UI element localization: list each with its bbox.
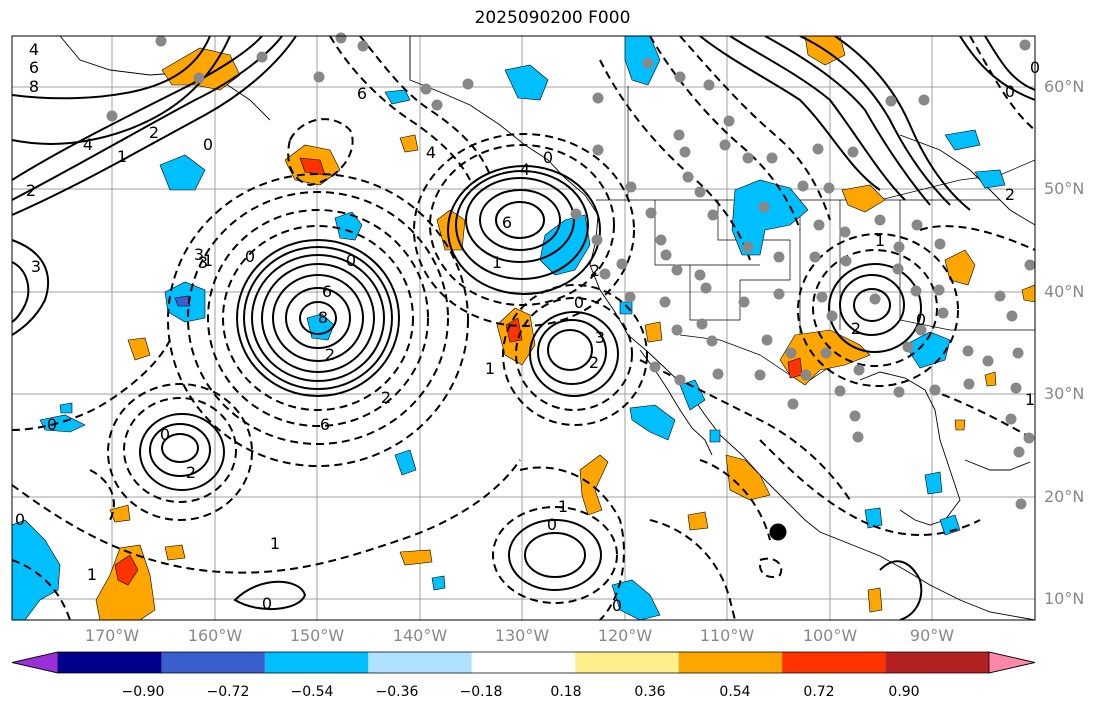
colorbar-segment xyxy=(264,652,369,673)
contour-label: 6 xyxy=(320,415,330,434)
colorbar-segment xyxy=(575,652,679,673)
lat-label: 50°N xyxy=(1044,179,1085,198)
lon-label: 100°W xyxy=(802,626,858,645)
contour-label: 2 xyxy=(851,319,861,338)
contour-label: 1 xyxy=(485,359,495,378)
colorbar-tick: −0.18 xyxy=(459,684,503,700)
colorbar-segment xyxy=(11,651,59,674)
colorbar-segment xyxy=(368,652,472,673)
colorbar-outline xyxy=(11,651,1036,674)
contour-label: 1 xyxy=(117,147,127,166)
contour-label: 4 xyxy=(520,160,530,179)
contour-label: 6 xyxy=(322,282,332,301)
contour-label: 0 xyxy=(203,135,213,154)
lon-label: 130°W xyxy=(494,626,550,645)
contour-label: 0 xyxy=(47,415,57,434)
contour-label: 0 xyxy=(15,510,25,529)
lat-label: 40°N xyxy=(1044,282,1085,301)
contour-label: 0 xyxy=(543,148,553,167)
contour-label: 1 xyxy=(875,231,885,250)
contour-label: 3 xyxy=(595,328,605,347)
contour-label: 0 xyxy=(612,596,622,615)
contour-label: 1 xyxy=(492,253,502,272)
lat-label: 30°N xyxy=(1044,384,1085,403)
colorbar-tick: 0.54 xyxy=(719,684,751,700)
contour-label: 0 xyxy=(1005,82,1015,101)
colorbar-tick: −0.36 xyxy=(375,684,419,700)
colorbar-tick: −0.54 xyxy=(290,684,334,700)
contour-label: 3 xyxy=(194,245,204,264)
contour-label: 8 xyxy=(318,308,328,327)
contour-label: 2 xyxy=(186,463,196,482)
contour-label: 3 xyxy=(198,253,208,272)
contour-label: 0 xyxy=(262,594,272,613)
storm-center-marker xyxy=(769,523,787,541)
lon-label: 170°W xyxy=(84,626,140,645)
colorbar-segment xyxy=(678,652,783,673)
contour-label: 2 xyxy=(149,123,159,142)
lat-label: 60°N xyxy=(1044,77,1085,96)
lon-label: 140°W xyxy=(392,626,448,645)
lon-label: 110°W xyxy=(699,626,755,645)
contour-label: 2 xyxy=(590,261,600,280)
contour-label: 0 xyxy=(547,515,557,534)
contour-label: 0 xyxy=(916,310,926,329)
contour-label: 2 xyxy=(1005,185,1015,204)
colorbar-tick: 0.36 xyxy=(634,684,666,700)
contour-label: 4 xyxy=(83,135,93,154)
contour-label: 1 xyxy=(1025,390,1035,409)
contour-label: 6 xyxy=(357,84,367,103)
contour-label: 8 xyxy=(29,77,39,96)
colorbar xyxy=(11,651,1036,674)
colorbar-tick: 0.90 xyxy=(888,684,920,700)
colorbar-segment xyxy=(161,652,265,673)
colorbar-segment xyxy=(471,652,576,673)
lon-label: 120°W xyxy=(597,626,653,645)
lon-label: 150°W xyxy=(289,626,345,645)
contour-label: 0 xyxy=(346,251,356,270)
dashed-contours xyxy=(12,36,1035,620)
contour-label: 1 xyxy=(203,251,213,270)
lat-label: 20°N xyxy=(1044,487,1085,506)
contour-label: 6 xyxy=(29,58,39,77)
colorbar-segment xyxy=(782,652,886,673)
contour-label: 0 xyxy=(160,425,170,444)
contour-label: 4 xyxy=(29,40,39,59)
contour-label: 2 xyxy=(589,353,599,372)
contour-label: 0 xyxy=(245,247,255,266)
contour-label: 1 xyxy=(87,565,97,584)
contour-label: 2 xyxy=(381,388,391,407)
contour-label: 2 xyxy=(26,181,36,200)
colorbar-tick: −0.90 xyxy=(121,684,165,700)
colorbar-segment xyxy=(58,652,162,673)
contour-label: 2 xyxy=(325,345,335,364)
contour-label: 1 xyxy=(558,497,568,516)
lon-label: 90°W xyxy=(909,626,955,645)
colorbar-tick: 0.18 xyxy=(550,684,582,700)
contour-label: 1 xyxy=(270,534,280,553)
map-title: 2025090200 F000 xyxy=(474,8,631,28)
colorbar-tick: 0.72 xyxy=(803,684,835,700)
lat-label: 10°N xyxy=(1044,589,1085,608)
colorbar-segment xyxy=(988,651,1036,674)
station-markers xyxy=(106,32,1036,510)
negative-shading xyxy=(12,36,1006,620)
plot-frame xyxy=(11,35,1036,621)
colorbar-tick: −0.72 xyxy=(206,684,250,700)
contour-label: 3 xyxy=(31,257,41,276)
solid-contours xyxy=(12,36,1035,620)
lon-label: 160°W xyxy=(187,626,243,645)
contour-label: 0 xyxy=(574,293,584,312)
colorbar-segment xyxy=(885,652,989,673)
contour-label: 4 xyxy=(426,143,436,162)
contour-label: 6 xyxy=(502,213,512,232)
